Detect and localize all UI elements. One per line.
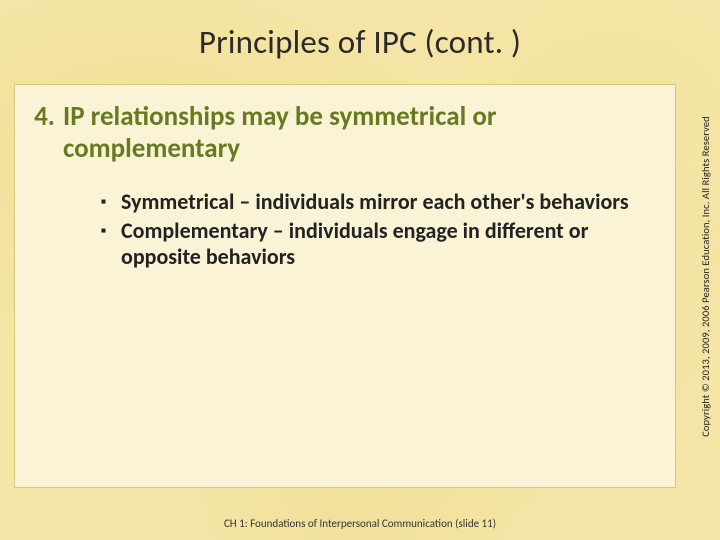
sub-point-text: Complementary – individuals engage in di… bbox=[121, 218, 653, 272]
copyright-text: Copyright © 2013, 2009, 2006 Pearson Edu… bbox=[699, 116, 712, 437]
content-box: 4. IP relationships may be symmetrical o… bbox=[14, 84, 676, 488]
slide-title: Principles of IPC (cont. ) bbox=[0, 22, 720, 62]
sub-point: ▪ Complementary – individuals engage in … bbox=[101, 218, 653, 272]
square-bullet-icon: ▪ bbox=[101, 218, 121, 244]
sub-point-text: Symmetrical – individuals mirror each ot… bbox=[121, 189, 653, 216]
slide-footer: CH 1: Foundations of Interpersonal Commu… bbox=[0, 517, 720, 530]
square-bullet-icon: ▪ bbox=[101, 189, 121, 215]
copyright-sidebar: Copyright © 2013, 2009, 2006 Pearson Edu… bbox=[695, 66, 715, 486]
main-point-number: 4. bbox=[23, 101, 63, 133]
main-point-text: IP relationships may be symmetrical or c… bbox=[63, 101, 653, 165]
main-point: 4. IP relationships may be symmetrical o… bbox=[23, 101, 653, 165]
sub-point: ▪ Symmetrical – individuals mirror each … bbox=[101, 189, 653, 216]
slide: Principles of IPC (cont. ) 4. IP relatio… bbox=[0, 0, 720, 540]
sub-point-list: ▪ Symmetrical – individuals mirror each … bbox=[101, 189, 653, 271]
